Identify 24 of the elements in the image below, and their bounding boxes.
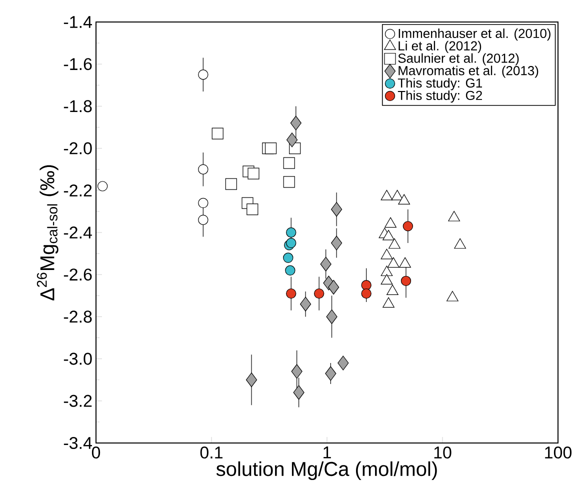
x-tick-label: 0 <box>92 446 100 459</box>
legend-label: Mavromatis et al. (2013) <box>398 66 538 78</box>
x-tick-label: 0.1 <box>200 446 222 459</box>
y-tick-label: -3.0 <box>64 352 92 365</box>
x-tick-label: 1 <box>324 446 331 458</box>
legend-label: This study: G1 <box>398 78 482 90</box>
y-tick-label: -1.6 <box>64 58 92 70</box>
y-tick-label: -1.8 <box>64 100 92 112</box>
y-tick-label: -2.4 <box>64 226 92 238</box>
x-tick-label: 100 <box>545 446 572 459</box>
y-tick-label: -3.2 <box>64 394 92 407</box>
y-tick-label: -2.0 <box>64 142 92 154</box>
y-tick-label: -2.8 <box>64 310 92 323</box>
legend-label: Li et al. (2012) <box>398 40 482 53</box>
legend-label: Saulnier et al. (2012) <box>398 53 519 66</box>
legend-label: This study: G2 <box>398 90 482 103</box>
y-tick-label: -2.6 <box>64 268 92 281</box>
x-tick-label: 10 <box>434 446 452 459</box>
y-tick-label: -3.4 <box>64 436 92 450</box>
x-axis-title: solution Mg/Ca (mol/mol) <box>216 461 437 480</box>
legend-label: Immenhauser et al. (2010) <box>398 28 550 41</box>
y-axis-title: Δ$^{26}$Mg$_{cal-sol}$ (‰) <box>36 165 58 300</box>
y-tick-label: -2.2 <box>64 184 92 196</box>
y-tick-label: -1.4 <box>64 16 92 28</box>
